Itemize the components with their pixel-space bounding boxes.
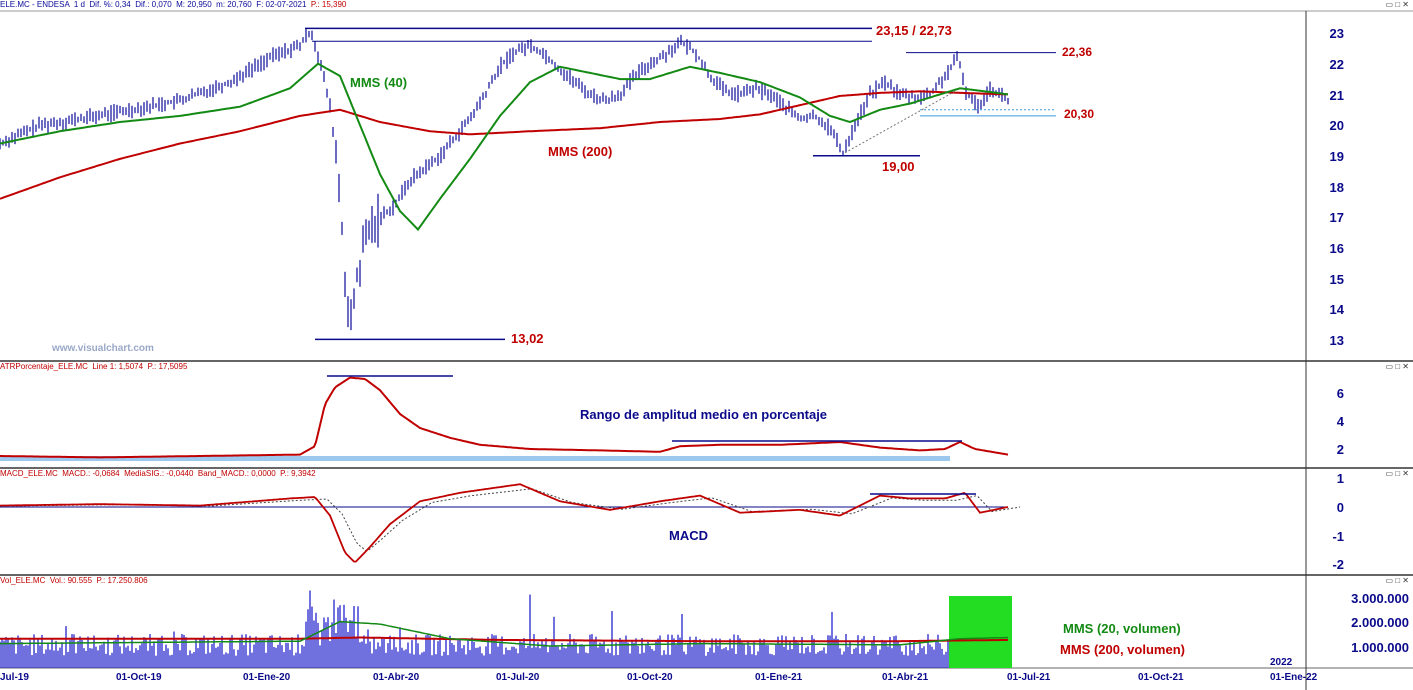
vol-mms200-label: MMS (200, volumen): [1060, 642, 1185, 657]
macd-head-name: MACD_ELE.MC: [0, 469, 58, 478]
vol-head-p: P.: 17.250.806: [96, 576, 148, 585]
x-label-ene21: 01-Ene-21: [755, 672, 803, 683]
chart-overlays: [0, 27, 1056, 647]
vol-tick-1m: 1.000.000: [1351, 640, 1409, 655]
y-tick-13: 13: [1329, 333, 1344, 348]
macd-panel-header: MACD_ELE.MC MACD.: -0,0684 MediaSIG.: -0…: [0, 469, 316, 479]
y-tick-17: 17: [1329, 210, 1344, 225]
watermark: www.visualchart.com: [52, 343, 154, 354]
macd-head-band: Band_MACD.: 0,0000: [197, 469, 276, 478]
macd-signal-line: [11, 488, 1021, 552]
macd-head-sig: MediaSIG.: -0,0440: [124, 469, 194, 478]
support-label: 20,30: [1064, 107, 1095, 121]
x-label-oct20: 01-Oct-20: [627, 672, 673, 683]
min-value: m: 20,760: [216, 0, 252, 9]
x-label-oct19: 01-Oct-19: [116, 672, 162, 683]
y-tick-19: 19: [1329, 149, 1344, 164]
macd-head-macd: MACD.: -0,0684: [62, 469, 120, 478]
vol-head-vol: Vol.: 90.555: [49, 576, 93, 585]
recent-high-label: 22,36: [1062, 45, 1093, 59]
volume-highlight-box: [949, 596, 1012, 668]
atr-panel-header: ATRPorcentaje_ELE.MC Line 1: 1,5074 P.: …: [0, 362, 188, 372]
vol-panel-header: Vol_ELE.MC Vol.: 90.555 P.: 17.250.806: [0, 576, 148, 586]
vol-head-name: Vol_ELE.MC: [0, 576, 46, 585]
atr-head-p: P.: 17,5095: [147, 362, 188, 371]
dif-value: Dif.: 0,070: [135, 0, 172, 9]
macd-line: [0, 483, 1009, 563]
period-label: 1 d: [73, 0, 85, 9]
vol-mms20-line: [0, 620, 1009, 647]
y-tick-18: 18: [1329, 180, 1344, 195]
atr-band: [0, 456, 950, 461]
y-tick-15: 15: [1329, 272, 1344, 287]
macd-tick-m2: -2: [1332, 557, 1344, 572]
y-tick-22: 22: [1329, 57, 1344, 72]
atr-tick-2: 2: [1336, 442, 1344, 457]
vol-window-controls[interactable]: ▭ □ ✕: [1385, 576, 1409, 585]
macd-tick-1: 1: [1336, 471, 1344, 486]
macd-tick-0: 0: [1336, 500, 1344, 515]
price-panel-header: ELE.MC - ENDESA 1 d Dif. %: 0,34 Dif.: 0…: [0, 0, 347, 10]
max-value: M: 20,950: [176, 0, 212, 9]
atr-tick-6: 6: [1336, 386, 1344, 401]
y-tick-23: 23: [1329, 26, 1344, 41]
vol-tick-2m: 2.000.000: [1351, 615, 1409, 630]
x-label-year-2022: 2022: [1270, 657, 1293, 668]
atr-label: Rango de amplitud medio en porcentaje: [580, 407, 828, 422]
x-label-abr21: 01-Abr-21: [882, 672, 929, 683]
macd-tick-m1: -1: [1332, 529, 1344, 544]
vol-mms200-line: [0, 636, 1009, 643]
x-label-jul20: 01-Jul-20: [496, 672, 540, 683]
vol-tick-3m: 3.000.000: [1351, 591, 1409, 606]
macd-head-p: P.: 9,3942: [280, 469, 316, 478]
x-label-ene20: 01-Ene-20: [243, 672, 291, 683]
resistance-label: 23,15 / 22,73: [876, 23, 952, 38]
x-label-jul21: 01-Jul-21: [1007, 672, 1051, 683]
chart-frame: [0, 10, 1413, 690]
covid-low-label: 13,02: [511, 331, 544, 346]
mms40-line: [0, 62, 1009, 232]
x-label-ene22: 01-Ene-22: [1270, 672, 1318, 683]
macd-label: MACD: [669, 528, 708, 543]
mms40-label: MMS (40): [350, 75, 408, 90]
dif-pct: Dif. %: 0,34: [89, 0, 131, 9]
y-tick-20: 20: [1329, 118, 1344, 133]
x-label-abr20: 01-Abr-20: [373, 672, 420, 683]
x-label-jul19: Jul-19: [0, 672, 29, 683]
y-tick-16: 16: [1329, 241, 1344, 256]
price-bars: [0, 28, 1009, 331]
atr-tick-4: 4: [1336, 414, 1344, 429]
volume-highlight: [949, 596, 1012, 668]
mms200-line: [0, 90, 1009, 200]
y-tick-21: 21: [1329, 88, 1344, 103]
price-window-controls[interactable]: ▭ □ ✕: [1385, 0, 1409, 9]
x-label-oct21: 01-Oct-21: [1138, 672, 1184, 683]
volume-bars: [0, 590, 1009, 668]
mms200-label: MMS (200): [548, 144, 613, 159]
low-2021-label: 19,00: [882, 159, 915, 174]
date-value: F: 02-07-2021: [256, 0, 307, 9]
vol-mms20-label: MMS (20, volumen): [1063, 621, 1181, 636]
ticker-label: ELE.MC - ENDESA: [0, 0, 70, 9]
atr-head-line: Line 1: 1,5074: [92, 362, 144, 371]
macd-window-controls[interactable]: ▭ □ ✕: [1385, 469, 1409, 478]
trendline: [844, 90, 956, 154]
atr-head-name: ATRPorcentaje_ELE.MC: [0, 362, 88, 371]
y-tick-14: 14: [1329, 302, 1344, 317]
atr-window-controls[interactable]: ▭ □ ✕: [1385, 362, 1409, 371]
atr-line: [0, 376, 1009, 459]
p-value: P.: 15,390: [310, 0, 347, 9]
